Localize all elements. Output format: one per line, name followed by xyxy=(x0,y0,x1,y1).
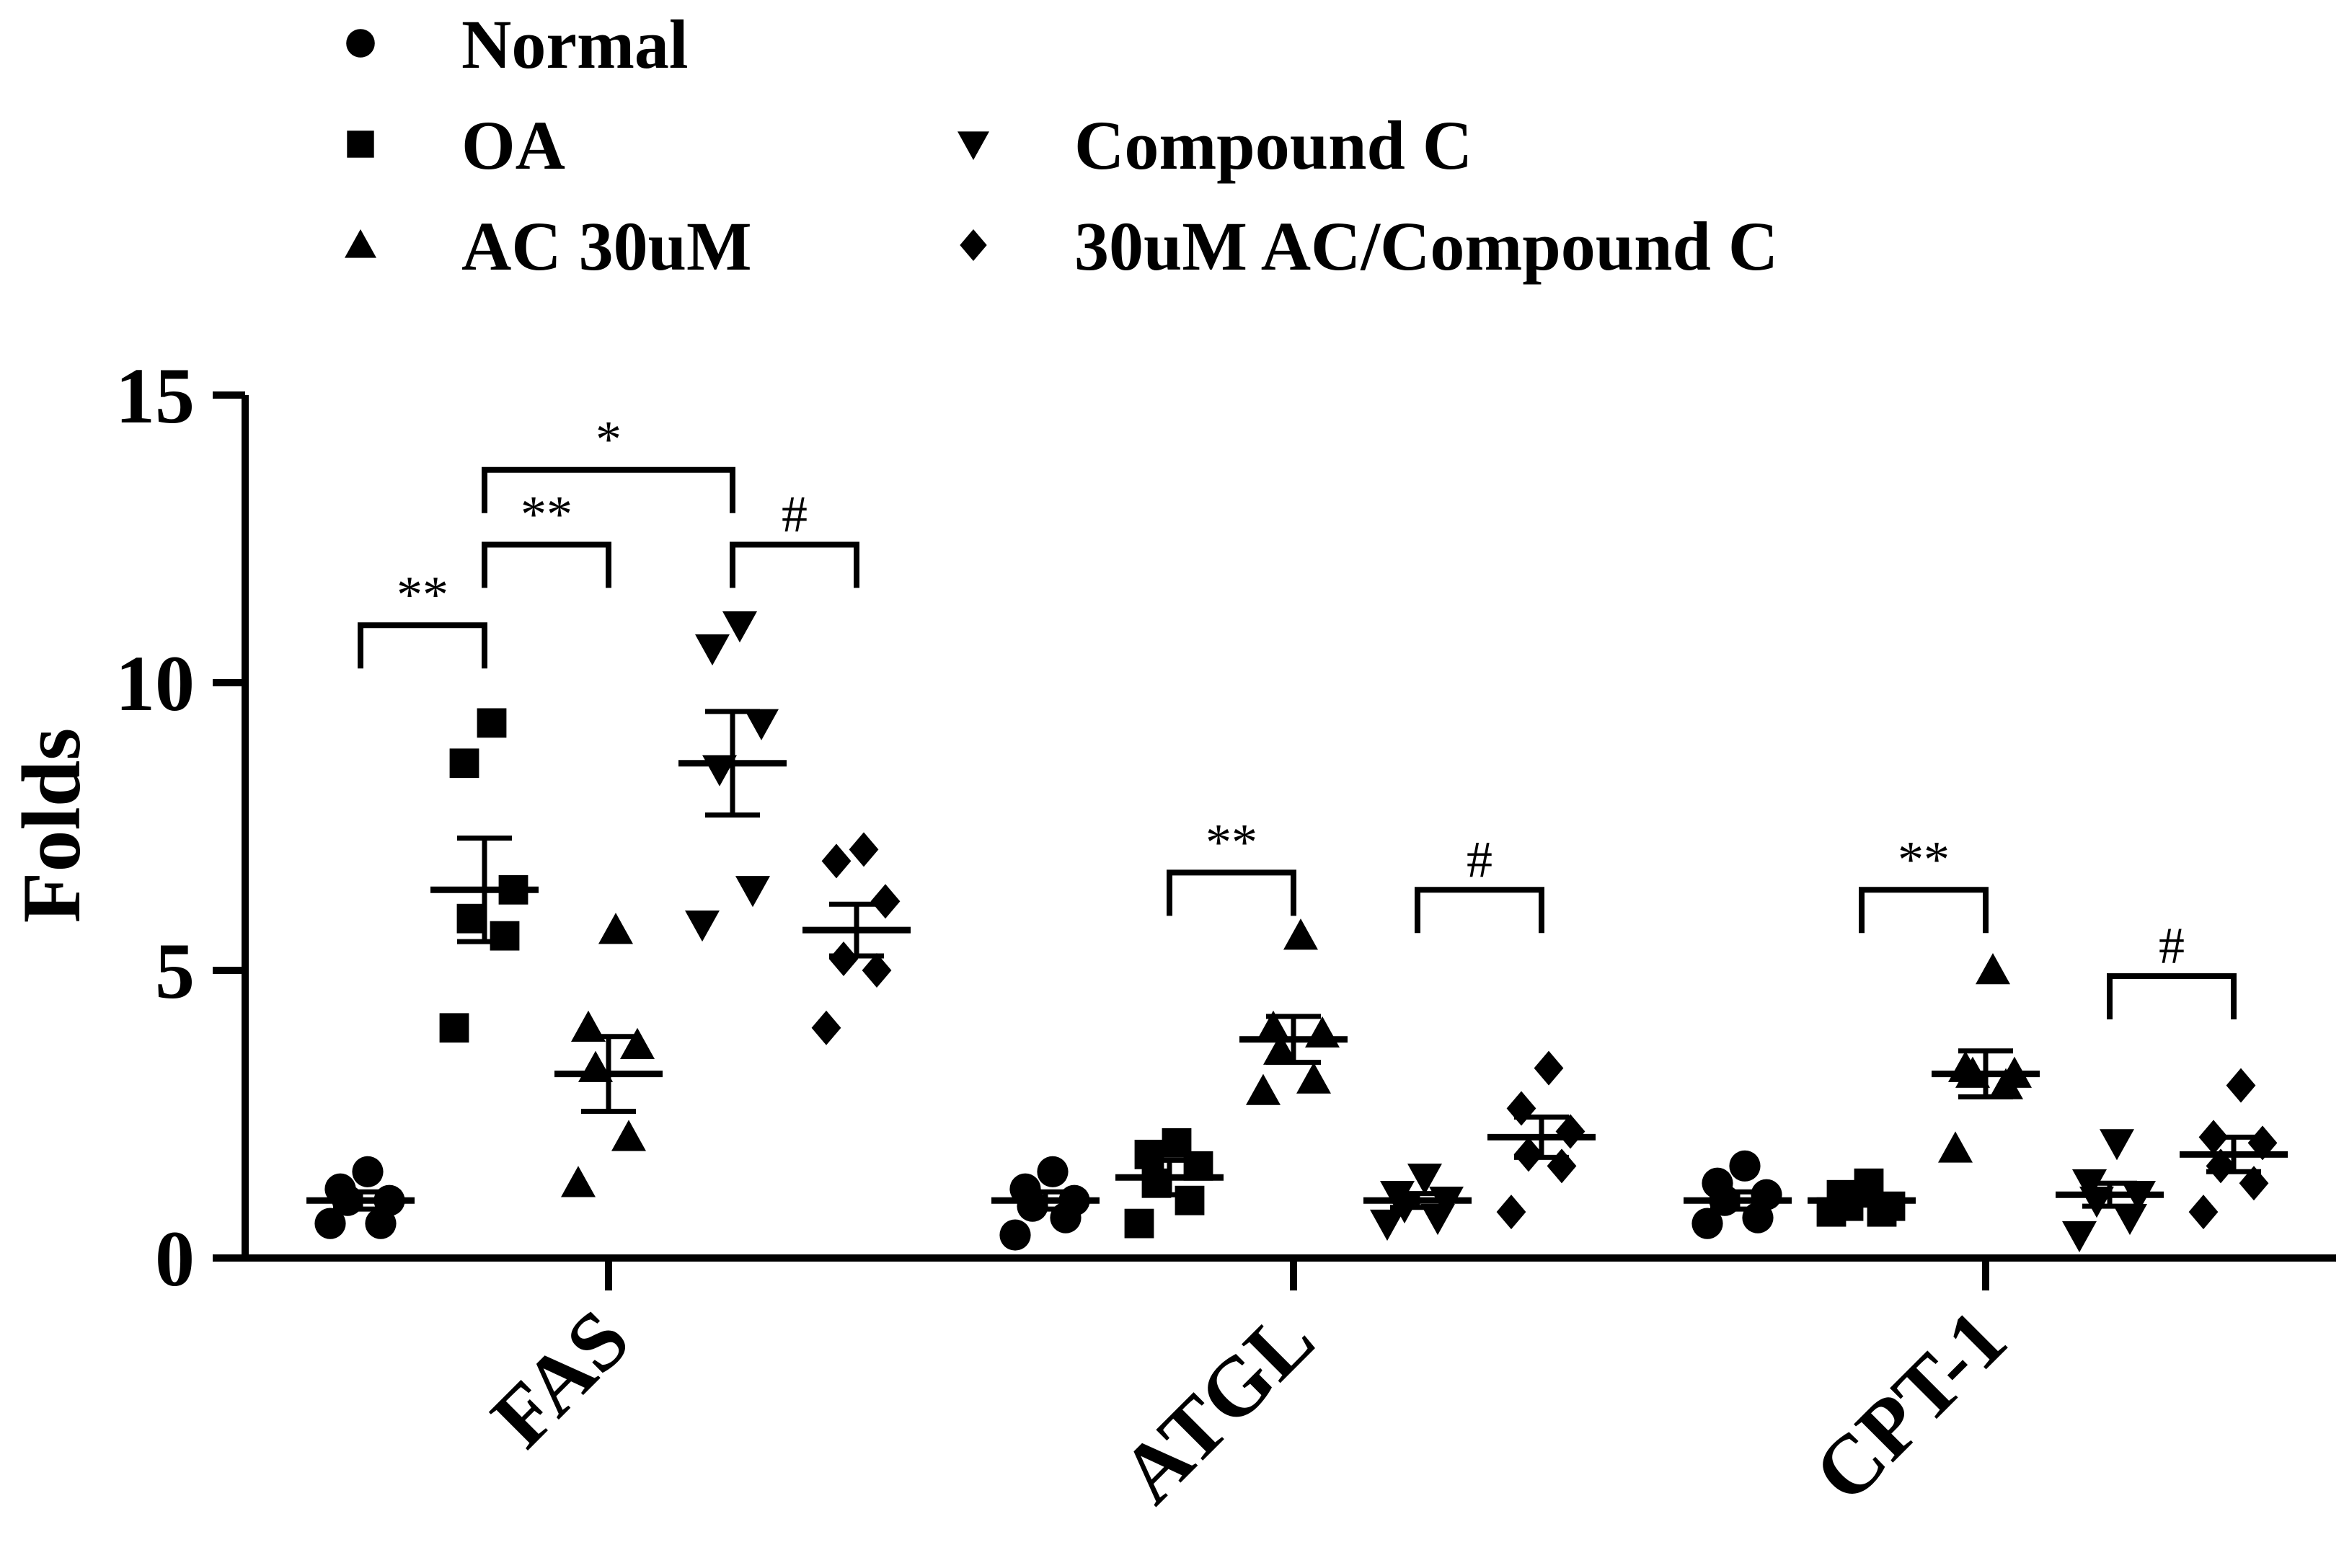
data-point xyxy=(849,832,879,867)
data-point xyxy=(870,884,901,919)
data-point xyxy=(685,910,720,942)
x-category-label: CPT-1 xyxy=(1797,1293,2024,1520)
significance-bracket xyxy=(1167,869,1296,916)
y-tick-label: 10 xyxy=(115,639,195,727)
data-point xyxy=(1246,1073,1281,1105)
data-point xyxy=(1175,1185,1205,1215)
data-point xyxy=(2239,1166,2269,1201)
data-point xyxy=(314,1208,346,1239)
legend-label: 30uM AC/Compound C xyxy=(1074,208,1778,285)
data-points xyxy=(306,611,2288,1253)
data-point xyxy=(1009,1173,1041,1205)
data-point xyxy=(735,876,770,908)
significance-bracket xyxy=(2107,973,2237,1019)
data-point xyxy=(1854,1168,1884,1198)
significance-label: * xyxy=(596,411,622,469)
legend: Normal OA AC 30uM Compound C 30uM AC/Compoun… xyxy=(345,6,1778,285)
significance-bracket xyxy=(730,541,859,588)
legend-marker-triangle-down-icon xyxy=(957,131,989,160)
data-point xyxy=(1256,1010,1291,1042)
data-point xyxy=(1370,1209,1405,1241)
data-point xyxy=(821,843,852,879)
data-point xyxy=(828,942,859,977)
data-point xyxy=(352,1156,384,1187)
y-tick-label: 0 xyxy=(155,1215,195,1303)
data-point xyxy=(598,913,633,944)
data-point xyxy=(1496,1195,1526,1230)
significance-label: ** xyxy=(1206,813,1257,871)
data-point xyxy=(1729,1150,1761,1182)
data-point xyxy=(722,611,757,643)
legend-marker-square-icon xyxy=(347,130,374,158)
significance-label: # xyxy=(1467,830,1492,888)
data-point xyxy=(811,1010,841,1045)
data-point xyxy=(1124,1208,1154,1239)
data-point xyxy=(1506,1091,1536,1126)
data-point xyxy=(324,1173,356,1205)
x-category-label: FAS xyxy=(474,1293,647,1465)
y-tick-label: 5 xyxy=(155,927,195,1015)
data-point xyxy=(695,634,730,666)
data-point xyxy=(1547,1148,1577,1184)
data-point xyxy=(1162,1128,1192,1158)
legend-marker-circle-icon xyxy=(346,29,375,58)
legend-label: Normal xyxy=(461,6,689,83)
y-axis-label: Folds xyxy=(6,728,98,923)
significance-label: ** xyxy=(521,485,572,543)
legend-label: Compound C xyxy=(1074,107,1472,184)
data-point xyxy=(439,1013,469,1043)
significance-label: ** xyxy=(397,566,448,624)
data-point xyxy=(1751,1179,1782,1210)
significance-brackets: *****#** # **# xyxy=(358,411,2237,1019)
data-point xyxy=(2226,1068,2256,1103)
data-point xyxy=(1407,1164,1442,1195)
data-point xyxy=(449,748,479,779)
data-point xyxy=(561,1166,596,1197)
data-point xyxy=(456,903,487,934)
significance-bracket xyxy=(1415,887,1544,934)
data-point xyxy=(999,1219,1031,1251)
significance-bracket xyxy=(482,466,735,513)
data-point xyxy=(1134,1139,1164,1169)
significance-label: ** xyxy=(1898,830,1950,888)
data-point xyxy=(1691,1208,1723,1239)
data-point xyxy=(1283,918,1318,950)
legend-label: OA xyxy=(461,107,565,184)
significance-bracket xyxy=(482,541,611,588)
data-point xyxy=(571,1010,606,1042)
data-point xyxy=(1296,1062,1331,1094)
data-point xyxy=(1513,1137,1544,1172)
data-point xyxy=(1534,1050,1564,1086)
significance-bracket xyxy=(1859,887,1989,934)
data-point xyxy=(744,709,779,740)
y-tick-label: 15 xyxy=(115,352,195,440)
data-point xyxy=(2188,1195,2219,1230)
data-point xyxy=(2062,1221,2097,1253)
data-point xyxy=(1380,1181,1415,1213)
data-point xyxy=(1976,953,2010,985)
data-point xyxy=(1305,1016,1340,1047)
significance-bracket xyxy=(358,622,487,669)
legend-marker-diamond-icon xyxy=(960,229,987,261)
x-category-label: ATGL xyxy=(1104,1293,1332,1521)
significance-label: # xyxy=(2159,917,2185,975)
data-point xyxy=(1037,1156,1069,1187)
data-point xyxy=(1263,1033,1298,1065)
data-point xyxy=(620,1027,655,1059)
data-point xyxy=(2100,1129,2134,1161)
data-point xyxy=(490,921,520,951)
legend-label: AC 30uM xyxy=(461,208,752,285)
data-point xyxy=(477,708,507,738)
data-point xyxy=(611,1120,646,1151)
legend-marker-triangle-up-icon xyxy=(345,229,376,258)
significance-label: # xyxy=(782,485,808,543)
data-point xyxy=(1938,1131,1973,1163)
data-point xyxy=(862,953,892,988)
axes: 0 5 10 15 Folds FAS ATGL CPT-1 xyxy=(6,352,2336,1521)
